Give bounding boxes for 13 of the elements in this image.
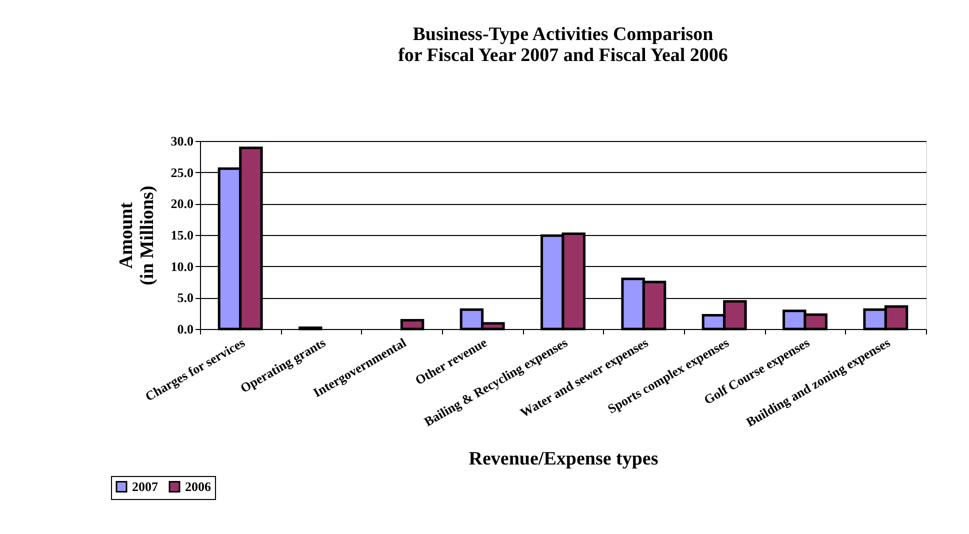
x-axis-title: Revenue/Expense types xyxy=(468,448,658,470)
legend-label: 2007 xyxy=(132,478,158,494)
chart-title: Business-Type Activities Comparison for Fiscal Year 2007 and Fiscal Yeal 2006 xyxy=(398,24,728,66)
bar xyxy=(400,318,424,330)
y-tick-label: 5.0 xyxy=(177,290,194,306)
y-tick-label: 20.0 xyxy=(170,196,194,212)
y-axis-title: Amount (in Millions) xyxy=(116,186,158,286)
y-tick-label: 30.0 xyxy=(170,134,194,148)
y-tick-label: 25.0 xyxy=(170,164,194,180)
y-tick-label: 10.0 xyxy=(170,258,194,274)
y-tick-label: 15.0 xyxy=(170,228,194,242)
y-tick-label: 0.0 xyxy=(177,322,194,336)
legend-label: 2006 xyxy=(185,478,212,494)
